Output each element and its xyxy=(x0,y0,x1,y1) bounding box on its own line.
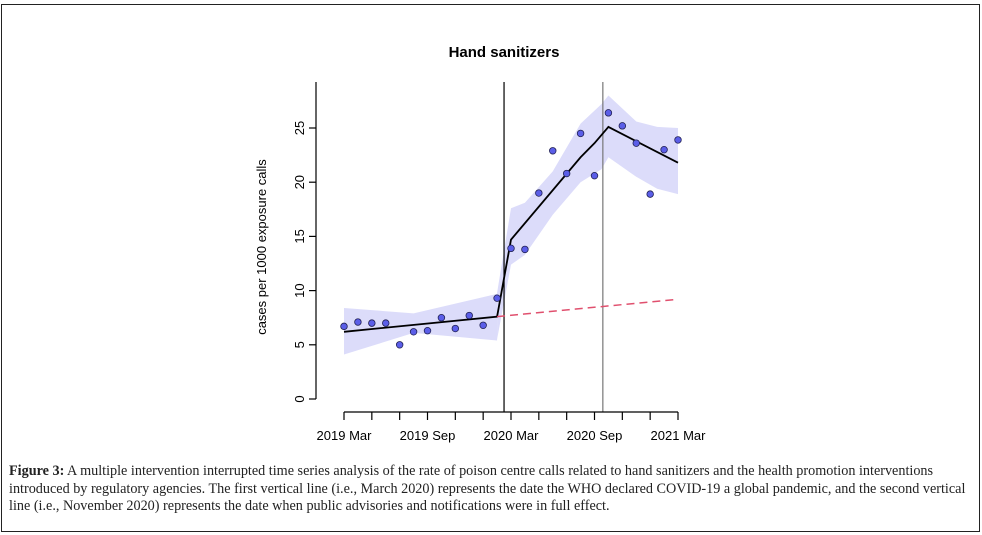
data-point xyxy=(632,139,640,147)
data-point xyxy=(465,311,473,320)
x-tick-label: 2021 Mar xyxy=(651,428,707,443)
data-point xyxy=(549,147,557,155)
figure-caption: Figure 3: A multiple intervention interr… xyxy=(9,463,974,516)
line-layer xyxy=(343,125,679,333)
confidence-band-segment-3 xyxy=(601,95,678,195)
data-point xyxy=(590,171,599,180)
chart-title: Hand sanitizers xyxy=(449,44,560,61)
chart: 0 5 10 15 20 25 2019 Mar 2019 Sep 2020 Mar 2020 S… xyxy=(254,44,706,443)
y-tick-label: 5 xyxy=(292,341,307,348)
data-point xyxy=(507,244,515,253)
y-axis-label: cases per 1000 exposure calls xyxy=(254,159,269,335)
data-point xyxy=(535,189,543,197)
data-point xyxy=(409,328,418,336)
vertical-lines-layer xyxy=(503,82,604,412)
points-layer xyxy=(340,109,682,349)
data-point xyxy=(618,122,627,130)
data-point xyxy=(660,145,668,154)
x-tick-label: 2020 Sep xyxy=(567,428,623,443)
axes: 0 5 10 15 20 25 2019 Mar 2019 Sep 2020 Mar 2020 S… xyxy=(292,82,706,443)
data-point xyxy=(674,136,682,144)
data-point xyxy=(493,294,501,302)
counterfactual-line xyxy=(497,298,679,318)
y-tick-label: 15 xyxy=(292,229,307,243)
data-point xyxy=(604,109,613,117)
data-point xyxy=(576,129,585,138)
data-point xyxy=(340,322,348,331)
data-point xyxy=(437,314,446,322)
data-point xyxy=(423,327,432,335)
data-point xyxy=(368,319,376,327)
x-tick-label: 2019 Sep xyxy=(400,428,456,443)
y-tick-label: 20 xyxy=(292,175,307,189)
data-point xyxy=(646,190,654,198)
y-tick-label: 10 xyxy=(292,283,307,297)
x-tick-label: 2019 Mar xyxy=(317,428,373,443)
data-point xyxy=(395,341,404,349)
confidence-band-segment-2 xyxy=(497,104,602,340)
data-point xyxy=(521,245,529,254)
y-tick-label: 25 xyxy=(292,121,307,135)
y-tick-label: 0 xyxy=(292,395,307,402)
figure-frame xyxy=(1,4,980,532)
data-point xyxy=(562,169,571,178)
caption-text: A multiple intervention interrupted time… xyxy=(9,463,966,514)
data-point xyxy=(451,324,460,333)
caption-label: Figure 3: xyxy=(9,463,65,479)
data-point xyxy=(382,319,390,327)
data-point xyxy=(354,318,362,326)
x-tick-label: 2020 Mar xyxy=(484,428,540,443)
data-point xyxy=(479,321,487,329)
